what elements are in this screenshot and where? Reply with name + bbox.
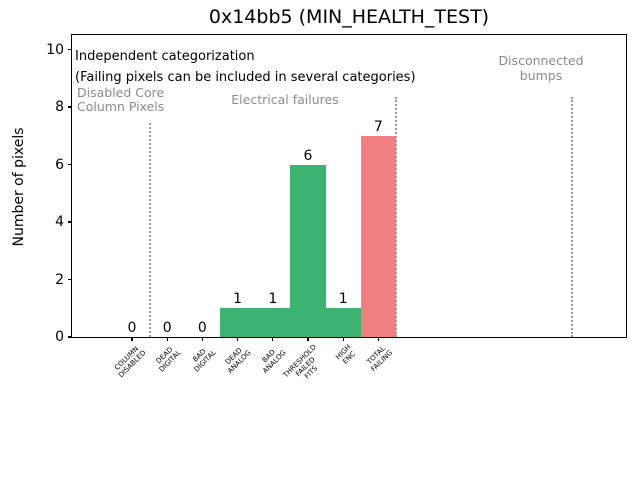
- y-tick-label: 8: [55, 99, 64, 115]
- chart-title: 0x14bb5 (MIN_HEALTH_TEST): [208, 6, 490, 28]
- annotation-electrical-failures: Electrical failures: [231, 92, 339, 107]
- bar-value-label: 7: [373, 118, 383, 135]
- y-tick-label: 4: [55, 214, 64, 230]
- x-tick: [272, 337, 274, 341]
- annotation-independent-categorization: Independent categorization: [75, 49, 255, 64]
- annotation-line: Disconnected: [498, 53, 584, 68]
- x-tick-label: TOTAL FAILING: [363, 343, 394, 374]
- x-tick: [201, 337, 203, 341]
- x-tick-label: THRESHOLD FAILED FITS: [281, 343, 329, 391]
- x-tick: [377, 337, 379, 341]
- annotation-line: bumps: [519, 68, 563, 83]
- annotation-line: Disabled Core: [77, 85, 165, 100]
- x-tick-label: BAD DIGITAL: [187, 343, 217, 373]
- x-tick-label: DEAD ANALOG: [221, 343, 253, 375]
- y-axis-label: Number of pixels: [11, 127, 27, 247]
- bar: [360, 135, 396, 337]
- bar-value-label: 0: [162, 320, 172, 336]
- x-tick: [131, 337, 133, 341]
- y-tick-label: 2: [55, 271, 64, 288]
- annotation-failing-pixels-note: (Failing pixels can be included in sever…: [75, 70, 416, 85]
- annotation-line: Column Pixels: [77, 99, 165, 114]
- bar-value-label: 1: [233, 291, 243, 308]
- bar-value-label: 1: [268, 291, 278, 308]
- x-tick-label: HIGH ENC: [334, 343, 358, 367]
- y-tick-label: 6: [55, 156, 64, 173]
- y-tick-label: 10: [46, 41, 64, 58]
- bar-value-label: 0: [197, 320, 207, 336]
- dotted-separator-line: [395, 97, 397, 337]
- bar-value-label: 6: [303, 147, 313, 164]
- bar: [290, 164, 326, 337]
- y-tick: [68, 48, 72, 51]
- x-tick: [237, 337, 239, 341]
- bar-value-label: 0: [127, 320, 137, 336]
- bar: [325, 308, 361, 337]
- bar: [220, 308, 256, 337]
- y-tick: [68, 278, 72, 281]
- dotted-separator-line: [571, 97, 573, 337]
- y-tick: [68, 336, 72, 338]
- x-tick: [307, 337, 309, 341]
- bar: [255, 308, 291, 337]
- x-tick: [342, 337, 344, 341]
- x-tick-label: DEAD DIGITAL: [152, 343, 182, 374]
- bar-value-label: 1: [338, 291, 348, 308]
- dotted-separator-line: [148, 123, 151, 337]
- annotation-disconnected-bumps: Disconnected bumps: [498, 53, 583, 83]
- x-tick: [166, 337, 168, 341]
- y-tick: [68, 106, 72, 108]
- annotation-disabled-core-column-pixels: Disabled Core Column Pixels: [77, 86, 164, 114]
- x-tick-label: COLUMN DISABLED: [111, 343, 148, 380]
- y-tick-label: 0: [55, 329, 64, 345]
- y-tick: [68, 163, 72, 166]
- y-tick: [68, 221, 72, 223]
